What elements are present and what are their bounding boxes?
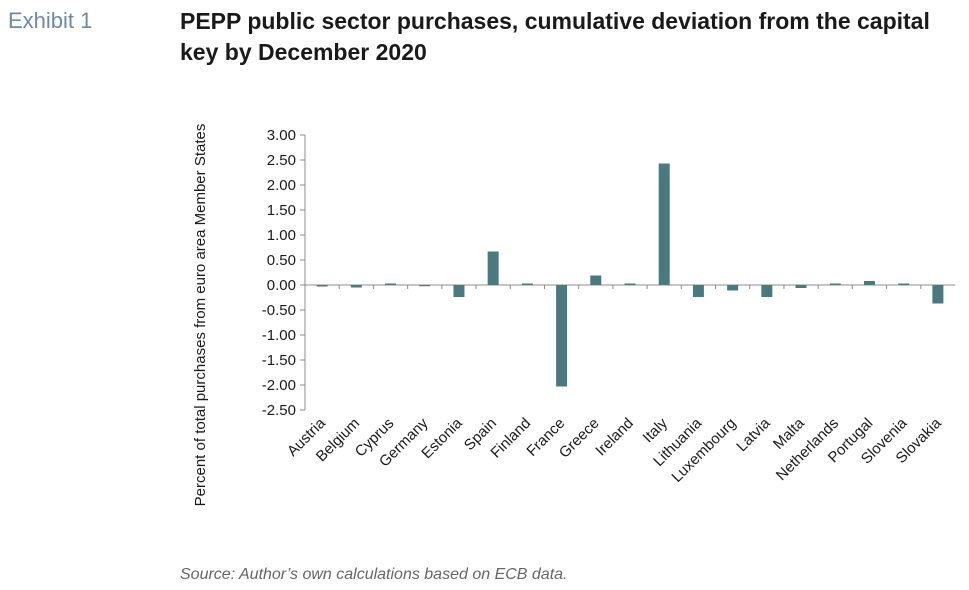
bar-netherlands — [829, 283, 841, 285]
y-tick-label: 0.50 — [267, 252, 296, 269]
x-tick-labels: AustriaBelgiumCyprusGermanyEstoniaSpainF… — [284, 414, 945, 485]
bar-slovakia — [932, 285, 944, 304]
bar-portugal — [863, 281, 875, 285]
bar-france — [556, 285, 568, 387]
y-tick-label: 0.00 — [267, 277, 296, 294]
bar-germany — [419, 285, 431, 287]
bar-austria — [316, 285, 328, 287]
bar-spain — [487, 251, 499, 285]
y-tick-label: -2.00 — [262, 377, 296, 394]
y-tick-label: 1.00 — [267, 227, 296, 244]
y-tick-label: 3.00 — [267, 127, 296, 144]
y-tick-label: 2.50 — [267, 152, 296, 169]
y-tick-label: -0.50 — [262, 302, 296, 319]
bar-belgium — [350, 285, 362, 288]
bar-estonia — [453, 285, 465, 297]
y-tick-label: -2.50 — [262, 402, 296, 419]
x-axis — [304, 284, 955, 289]
y-tick-label: 2.00 — [267, 177, 296, 194]
bar-malta — [795, 285, 807, 288]
source-note: Source: Author’s own calculations based … — [180, 566, 568, 583]
y-axis-label: Percent of total purchases from euro are… — [192, 124, 209, 507]
bar-greece — [590, 275, 602, 285]
x-tick-label: Ireland — [592, 415, 636, 459]
bar-italy — [658, 163, 670, 285]
exhibit-label: Exhibit 1 — [8, 8, 93, 33]
y-tick-label: -1.50 — [262, 352, 296, 369]
bar-finland — [521, 283, 533, 285]
bars — [316, 163, 944, 387]
bar-slovenia — [898, 283, 910, 285]
y-axis: 3.00 2.50 2.00 1.50 1.00 0.50 0.00 -0.50 -1.00 -1… — [262, 127, 306, 419]
bar-latvia — [761, 285, 773, 297]
bar-luxembourg — [727, 285, 739, 291]
bar-ireland — [624, 283, 636, 285]
bar-lithuania — [692, 285, 704, 297]
bar-cyprus — [385, 283, 397, 285]
x-tick-label: Latvia — [733, 414, 774, 455]
y-tick-label: 1.50 — [267, 202, 296, 219]
chart-title: PEPP public sector purchases, cumulative… — [180, 8, 930, 65]
y-tick-label: -1.00 — [262, 327, 296, 344]
